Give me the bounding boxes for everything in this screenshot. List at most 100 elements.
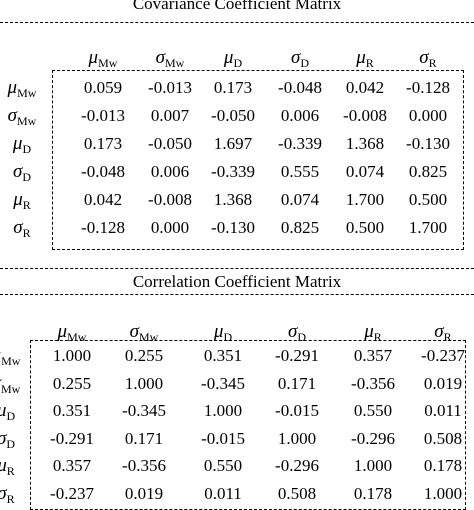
correlation-title-underline (0, 294, 474, 295)
subscript: D (22, 142, 32, 156)
correlation-cell: 0.550 (203, 456, 243, 475)
correlation-row-header: μR (0, 455, 36, 479)
correlation-cell: 0.550 (353, 401, 393, 420)
subscript: Mw (1, 354, 21, 368)
symbol: σ (0, 428, 6, 449)
correlation-col-header: σMw (114, 321, 174, 345)
covariance-cell: 0.825 (280, 218, 320, 237)
correlation-cell: 1.000 (423, 483, 463, 503)
subscript: D (22, 170, 32, 184)
symbol: μ (7, 77, 18, 98)
subscript: Mw (139, 330, 159, 344)
symbol: μ (364, 321, 374, 342)
correlation-cell: -0.296 (275, 456, 319, 475)
covariance-cell: -0.050 (148, 134, 192, 153)
symbol: μ (13, 189, 23, 210)
symbol: μ (213, 321, 224, 342)
covariance-cell: 0.074 (345, 162, 385, 181)
covariance-row-header: σMw (0, 105, 52, 129)
covariance-cell: -0.128 (81, 218, 125, 237)
correlation-cell: 0.255 (52, 373, 92, 393)
subscript: D (223, 330, 233, 344)
section-divider (0, 268, 474, 269)
covariance-cell: 0.074 (280, 190, 320, 209)
subscript: D (233, 56, 243, 70)
covariance-cell: 0.555 (280, 162, 320, 181)
symbol: μ (0, 345, 1, 366)
correlation-cell: -0.015 (201, 428, 245, 448)
covariance-cell: 0.006 (150, 162, 190, 181)
covariance-cell: 0.500 (408, 190, 448, 209)
covariance-row-header: μMw (0, 77, 52, 101)
covariance-cell: 0.042 (83, 190, 123, 209)
covariance-cell: -0.048 (278, 78, 322, 97)
covariance-cell: 1.700 (408, 218, 448, 237)
subscript: D (297, 330, 307, 344)
covariance-cell: 1.368 (213, 190, 253, 209)
covariance-row-header: σR (0, 217, 52, 241)
correlation-cell: -0.356 (122, 456, 166, 475)
symbol: σ (13, 217, 23, 238)
covariance-title: Covariance Coefficient Matrix (132, 0, 342, 13)
covariance-cell: -0.013 (148, 78, 192, 97)
subscript: D (6, 409, 16, 423)
covariance-matrix-border (52, 70, 464, 250)
covariance-cell: 0.007 (150, 106, 190, 125)
symbol: σ (434, 321, 444, 342)
subscript: R (6, 464, 15, 478)
symbol: σ (7, 105, 18, 126)
covariance-cell: 0.006 (280, 106, 320, 125)
covariance-cell: -0.130 (406, 134, 450, 153)
covariance-cell: -0.050 (211, 106, 255, 125)
covariance-cell: -0.048 (81, 162, 125, 181)
covariance-cell: 0.825 (408, 162, 448, 181)
covariance-cell: 0.059 (83, 78, 123, 97)
correlation-cell: 1.000 (203, 401, 243, 420)
subscript: R (443, 330, 452, 344)
subscript: R (22, 226, 31, 240)
symbol: σ (0, 483, 7, 504)
subscript: Mw (98, 56, 118, 70)
correlation-col-header: μR (343, 321, 403, 345)
correlation-cell: 0.178 (353, 483, 393, 503)
subscript: D (300, 56, 310, 70)
symbol: μ (88, 47, 99, 68)
subscript: R (428, 56, 437, 70)
symbol: σ (419, 47, 429, 68)
covariance-cell: 0.000 (150, 218, 190, 237)
covariance-cell: 0.173 (83, 134, 123, 153)
correlation-cell: -0.291 (275, 346, 319, 365)
covariance-col-header: σMw (140, 48, 200, 71)
symbol: μ (0, 455, 7, 476)
covariance-col-header: σD (270, 48, 330, 71)
correlation-cell: 1.000 (353, 456, 393, 475)
correlation-cell: 0.178 (423, 456, 463, 475)
subscript: R (365, 56, 374, 70)
symbol: μ (356, 47, 366, 68)
correlation-cell: -0.015 (275, 401, 319, 420)
covariance-col-header: μR (335, 47, 395, 71)
correlation-cell: 0.019 (423, 373, 463, 393)
correlation-cell: 1.000 (52, 346, 92, 365)
correlation-cell: 0.508 (277, 483, 317, 503)
covariance-col-header: μD (203, 48, 263, 71)
covariance-cell: 0.042 (345, 78, 385, 97)
symbol: σ (129, 321, 140, 342)
covariance-cell: -0.128 (406, 78, 450, 97)
subscript: Mw (17, 86, 37, 100)
covariance-cell: -0.130 (211, 218, 255, 237)
correlation-cell: -0.356 (351, 373, 395, 393)
correlation-col-header: σR (413, 321, 473, 345)
correlation-row-header: μMw (0, 345, 36, 369)
covariance-cell: -0.339 (211, 162, 255, 181)
covariance-col-header: μMw (73, 47, 133, 71)
correlation-cell: 0.351 (203, 346, 243, 365)
correlation-cell: 0.357 (353, 346, 393, 365)
covariance-row-header: σD (0, 162, 52, 185)
correlation-cell: 0.255 (124, 346, 164, 365)
correlation-cell: 0.011 (204, 483, 242, 503)
correlation-row-header: μD (0, 401, 36, 424)
correlation-cell: 0.171 (277, 373, 317, 393)
correlation-cell: 1.000 (124, 373, 164, 393)
subscript: Mw (67, 330, 87, 344)
